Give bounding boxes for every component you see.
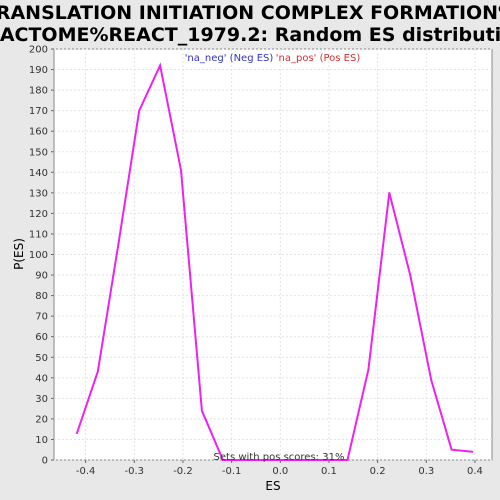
data-point (367, 368, 370, 371)
data-point (326, 459, 328, 461)
pos-scores-annotation: Sets with pos scores: 31% (214, 452, 345, 463)
y-tick-label: 150 (29, 147, 48, 158)
y-tick-label: 30 (35, 394, 48, 405)
x-tick-label: -0.2 (173, 466, 193, 477)
data-point (96, 370, 99, 373)
data-point (450, 448, 453, 451)
y-tick-label: 190 (29, 65, 48, 76)
x-tick-label: 0.4 (467, 466, 483, 477)
data-point (242, 459, 245, 461)
y-tick-label: 140 (29, 168, 48, 179)
y-tick-label: 50 (35, 353, 48, 364)
data-point (346, 459, 349, 461)
y-tick-label: 40 (35, 373, 48, 384)
x-tick-label: 0.2 (370, 466, 386, 477)
x-axis-label: ES (265, 479, 280, 493)
y-tick-label: 200 (29, 45, 48, 56)
y-tick-label: 0 (42, 456, 48, 467)
data-point (409, 274, 412, 276)
y-tick-label: 100 (29, 250, 48, 261)
legend-pos-es: 'na_pos' (Pos ES) (276, 53, 361, 64)
y-tick-label: 20 (35, 414, 48, 425)
x-tick-label: 0.0 (272, 466, 288, 477)
y-tick-label: 170 (29, 106, 48, 117)
chart-title-line-2: REACTOME%REACT_1979.2: Random ES distrib… (0, 24, 500, 46)
series-layer (75, 62, 474, 461)
data-point (388, 191, 391, 194)
y-tick-label: 160 (29, 127, 48, 138)
data-point (180, 169, 182, 172)
y-tick-label: 70 (35, 312, 48, 323)
data-point (471, 450, 474, 453)
y-tick-label: 90 (35, 271, 48, 282)
data-point (201, 409, 203, 412)
y-tick-label: 80 (35, 291, 48, 302)
data-point (284, 459, 287, 461)
chart-title-line-1: TRANSLATION INITIATION COMPLEX FORMATION… (0, 2, 500, 24)
data-point (263, 459, 266, 461)
y-axis-label: P(ES) (12, 238, 26, 270)
data-point (221, 459, 224, 461)
x-tick-label: -0.4 (76, 466, 96, 477)
y-tick-label: 180 (29, 86, 48, 97)
data-point (159, 64, 161, 67)
data-point (138, 109, 141, 112)
y-tick-label: 10 (35, 435, 48, 446)
data-point (75, 432, 78, 435)
x-tick-label: 0.1 (321, 466, 337, 477)
x-tick-label: 0.3 (418, 466, 434, 477)
y-tick-label: 110 (29, 229, 48, 240)
series-line (75, 62, 473, 461)
data-point (117, 241, 120, 244)
data-point (430, 378, 433, 381)
axes: 0 10 20 30 40 50 60 70 80 90 100 110 120 130 140 150 160… (29, 45, 483, 478)
x-tick-label: -0.3 (125, 466, 145, 477)
data-point (305, 459, 307, 461)
y-tick-label: 130 (29, 188, 48, 199)
y-tick-label: 120 (29, 209, 48, 220)
legend-neg-es: 'na_neg' (Neg ES) (185, 53, 274, 64)
y-tick-label: 60 (35, 332, 48, 343)
x-tick-label: -0.1 (222, 466, 242, 477)
